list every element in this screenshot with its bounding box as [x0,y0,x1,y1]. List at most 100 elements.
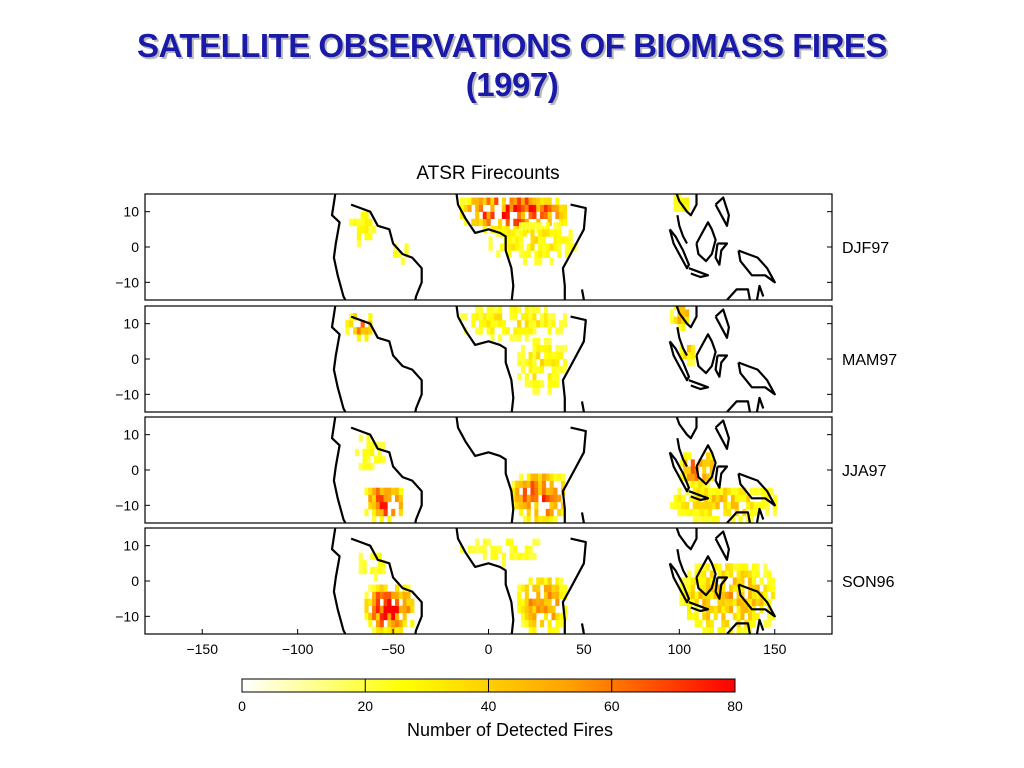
fire-cell [767,605,772,614]
fire-cell [375,494,381,503]
fire-cell [517,598,522,607]
fire-cell [564,243,569,251]
fire-cell [541,494,547,503]
fire-cell [356,334,361,342]
fire-cell [698,584,703,592]
panel-label: JJA97 [842,463,887,480]
fire-cell [686,591,692,599]
x-tick-label: 0 [485,641,493,657]
fire-cell [763,563,768,571]
fire-cell [356,225,361,234]
fire-cell [734,487,739,496]
fire-cell [711,487,716,496]
fire-cell [562,344,568,353]
fire-cell [736,591,741,599]
fire-cell [360,211,365,220]
fire-cell [370,552,375,561]
x-axis: −150 −100 −50 0 50 100 150 [186,629,787,657]
fire-cell [751,570,756,578]
fire-cell [557,473,562,481]
fire-cell [767,577,772,585]
fire-cell [772,494,777,503]
fire-cell [742,487,747,496]
fire-cell [366,455,371,464]
fire-cell [770,577,776,585]
fire-cell [524,197,529,205]
fire-cell [377,559,382,568]
fire-cell [723,508,728,517]
fire-cell [530,229,535,237]
fire-cell [673,316,678,324]
fire-cell [463,197,468,205]
fire-cell [751,612,756,621]
fire-cell [568,243,573,251]
fire-cell [725,563,730,571]
fire-cell [543,612,548,621]
fire-cell [562,359,568,367]
fire-cell [715,487,720,496]
fire-cell [372,598,377,607]
coastline [714,419,730,450]
fire-cell [553,487,558,496]
fire-cell [490,313,495,321]
fire-cell [364,211,369,220]
fire-cell [528,598,533,607]
fire-cell [360,327,365,335]
fire-cell [524,334,529,342]
fire-cell [530,243,535,251]
fire-cell [562,366,568,374]
fire-cell [549,229,554,237]
fire-cell [368,501,373,510]
fire-cell [759,577,764,585]
fire-cell [669,501,674,510]
fire-cell [740,563,745,571]
fire-cell [751,591,756,599]
fire-cell [358,566,363,575]
fire-cell [494,306,499,314]
fire-cell [685,501,690,510]
fire-cell [541,487,547,496]
fire-cell [555,373,560,381]
fire-cell [534,222,539,230]
fire-cell [459,313,464,321]
fire-cell [463,204,468,212]
fire-cell [677,501,682,510]
fire-cell [463,313,468,321]
fire-cell [740,591,745,599]
fire-cell [490,306,495,314]
fire-cell [528,612,533,621]
fire-cell [524,380,529,388]
fire-cell [375,626,381,634]
coastline [714,576,729,600]
fire-cell [547,598,552,607]
fire-cell [362,462,367,471]
fire-cell [543,320,548,328]
fire-cell [557,250,562,258]
fire-cell [748,598,753,607]
fire-cell [547,605,552,614]
fire-cell [717,626,722,634]
fire-cell [540,380,545,388]
coastline [350,315,423,412]
fire-cell [709,466,714,474]
coastline [755,507,765,523]
coastline [737,472,776,507]
fire-cell [509,552,514,561]
y-tick-label: 10 [123,204,139,220]
fire-cell [398,605,403,614]
fire-cell [505,218,510,227]
fire-cell [530,487,535,496]
fire-cell [725,591,730,599]
fire-cell [471,197,476,205]
coastline [714,354,729,378]
fire-cell [742,494,747,503]
fire-cell [698,591,703,599]
fire-cell [524,619,529,628]
fire-cell [706,612,711,621]
fire-cell [526,250,531,258]
fire-cell [494,313,499,321]
fire-cell [517,306,522,314]
fire-cell [543,306,548,314]
fire-cell [547,619,552,628]
